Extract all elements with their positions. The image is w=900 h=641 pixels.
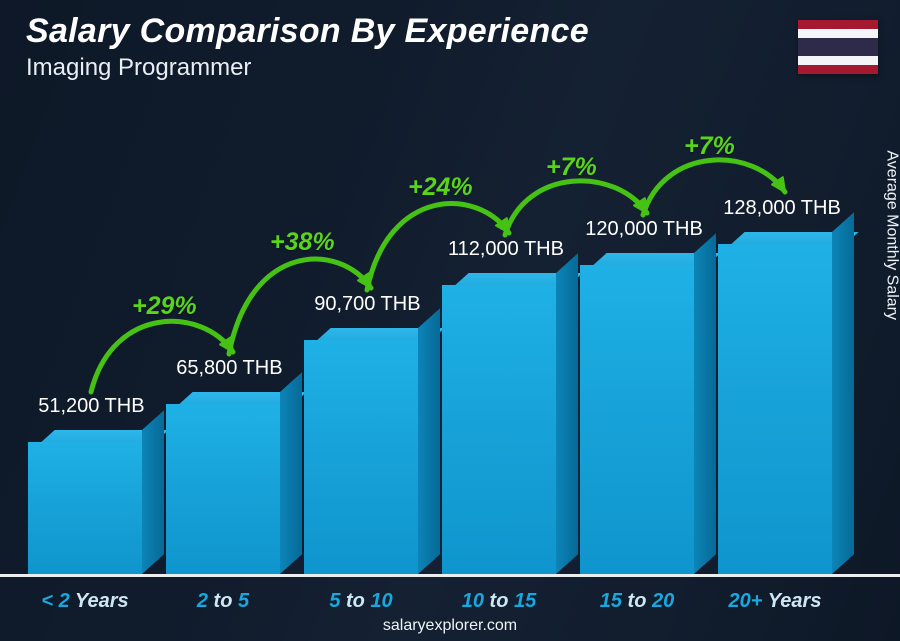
x-label-accent: < 2 [41,590,69,612]
x-label-accent: 20+ [729,590,763,612]
bar-value-label: 120,000 THB [585,218,703,241]
x-axis-label: 10 to 15 [462,590,537,613]
bar-value-label: 51,200 THB [38,395,144,418]
x-label-accent: 5 [238,590,249,612]
x-label-muted: to [484,590,514,612]
bar: 51,200 THB [28,442,142,574]
x-axis-label: 15 to 20 [600,590,675,613]
x-axis-label: 5 to 10 [329,590,392,613]
delta-pct-label: +7% [546,153,597,182]
bar-chart: 51,200 THB65,800 THB90,700 THB112,000 TH… [18,0,860,574]
bar: 128,000 THB [718,244,832,574]
bar-value-label: 128,000 THB [723,197,841,220]
bar: 120,000 THB [580,265,694,574]
x-label-muted: to [340,590,370,612]
x-label-accent: 10 [462,590,484,612]
delta-pct-label: +38% [270,228,335,257]
y-axis-label: Average Monthly Salary [883,150,900,320]
x-label-accent: 5 [329,590,340,612]
baseline-rule [0,574,900,577]
x-label-accent: 2 [197,590,208,612]
x-label-accent: 15 [600,590,622,612]
x-axis-label: < 2 Years [41,590,128,613]
bar-value-label: 90,700 THB [314,293,420,316]
delta-pct-label: +24% [408,173,473,202]
x-label-accent: 20 [652,590,674,612]
bar-value-label: 65,800 THB [176,357,282,380]
bar: 65,800 THB [166,404,280,574]
bar-value-label: 112,000 THB [448,238,564,261]
x-axis-label: 20+ Years [729,590,822,613]
bar: 90,700 THB [304,340,418,574]
delta-pct-label: +7% [684,132,735,161]
delta-pct-label: +29% [132,292,197,321]
footer-attribution: salaryexplorer.com [0,617,900,635]
x-axis-label: 2 to 5 [197,590,249,613]
bar: 112,000 THB [442,285,556,574]
infographic-stage: Salary Comparison By Experience Imaging … [0,0,900,641]
x-label-muted: to [208,590,238,612]
x-label-muted: to [622,590,652,612]
x-label-muted: Years [70,590,129,612]
x-label-accent: 10 [370,590,392,612]
x-label-accent: 15 [514,590,536,612]
x-label-muted: Years [762,590,821,612]
